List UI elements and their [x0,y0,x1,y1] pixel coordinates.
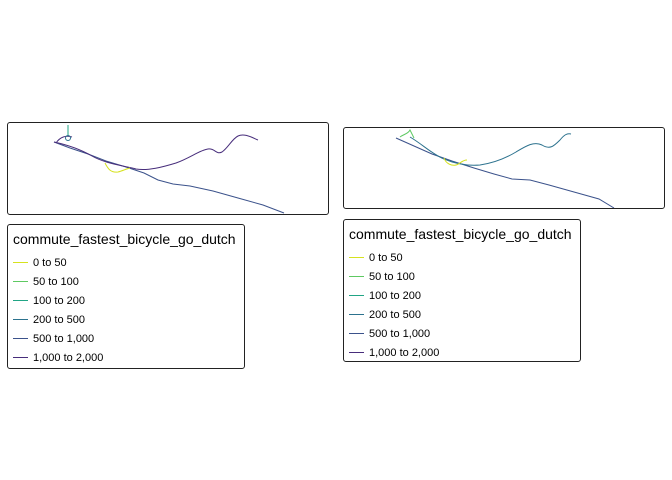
legend-label: 200 to 500 [369,308,421,321]
legend-item: 0 to 50 [349,248,575,267]
route-segment-0-50 [443,157,468,166]
route-segment-200-500 [65,135,71,141]
legend-swatch [349,314,364,315]
route-segment-500-1000 [53,141,285,214]
legend-item: 200 to 500 [13,310,239,329]
route-segment-50-100 [399,128,415,139]
legend-item: 100 to 200 [349,286,575,305]
legend-label: 0 to 50 [33,256,67,269]
route-map-right-canvas [395,128,615,208]
legend-item: 100 to 200 [13,291,239,310]
legend-swatch [349,295,364,296]
legend-swatch [349,276,364,277]
legend-item: 1,000 to 2,000 [13,348,239,367]
route-map-left-canvas [53,125,285,214]
legend-item: 200 to 500 [349,305,575,324]
legend-swatch [349,333,364,334]
legend-item: 500 to 1,000 [13,329,239,348]
legend-label: 200 to 500 [33,313,85,326]
legend-item: 0 to 50 [13,253,239,272]
route-segment-1000-2000 [53,134,259,170]
legend-item: 50 to 100 [13,272,239,291]
route-map-left[interactable] [7,122,329,215]
legend-label: 100 to 200 [369,289,421,302]
legend-item: 50 to 100 [349,267,575,286]
legend-title: commute_fastest_bicycle_go_dutch [349,226,572,242]
legend-label: 1,000 to 2,000 [369,346,440,359]
legend-left: commute_fastest_bicycle_go_dutch 0 to 50… [7,224,245,369]
legend-swatch [349,257,364,258]
legend-swatch [13,319,28,320]
legend-label: 50 to 100 [33,275,79,288]
legend-item: 500 to 1,000 [349,324,575,343]
legend-swatch [13,262,28,263]
legend-label: 1,000 to 2,000 [33,351,104,364]
legend-title: commute_fastest_bicycle_go_dutch [13,231,236,247]
route-segment-500-1000 [395,137,615,208]
legend-right: commute_fastest_bicycle_go_dutch 0 to 50… [343,219,581,362]
legend-swatch [349,352,364,353]
legend-label: 100 to 200 [33,294,85,307]
legend-swatch [13,300,28,301]
legend-swatch [13,281,28,282]
legend-label: 50 to 100 [369,270,415,283]
legend-label: 0 to 50 [369,251,403,264]
legend-items: 0 to 50 50 to 100 100 to 200 200 to 500 … [13,253,239,367]
legend-swatch [13,338,28,339]
route-map-right[interactable] [343,127,665,209]
route-segment-200-500 [409,133,572,166]
legend-label: 500 to 1,000 [33,332,95,345]
legend-swatch [13,357,28,358]
legend-label: 500 to 1,000 [369,327,431,340]
legend-items: 0 to 50 50 to 100 100 to 200 200 to 500 … [349,248,575,362]
route-segment-0-50 [104,162,131,173]
legend-item: 1,000 to 2,000 [349,343,575,362]
